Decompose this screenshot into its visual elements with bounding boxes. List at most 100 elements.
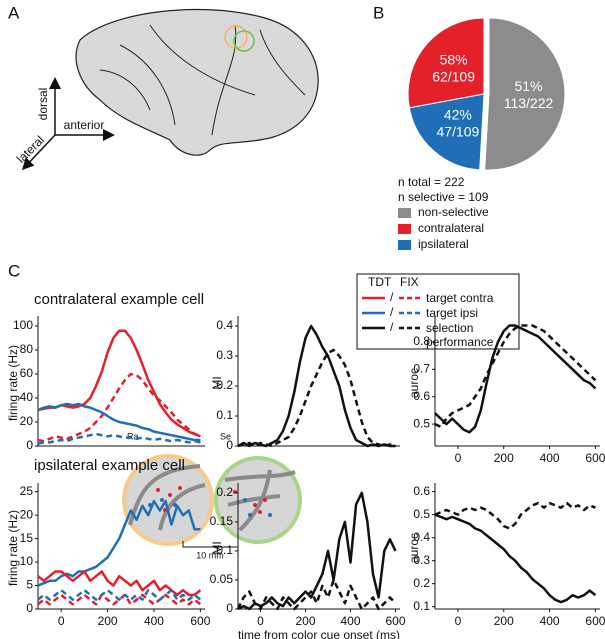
series-line [237, 324, 396, 448]
direction-label: dorsal [36, 88, 50, 121]
y-tick-label: 0.8 [413, 334, 430, 348]
x-tick-label: 200 [98, 614, 118, 628]
legend-separator: / [390, 290, 394, 304]
y-tick-label: 80 [20, 342, 34, 356]
y-tick-label: 0.7 [413, 361, 430, 375]
series-line [37, 372, 201, 443]
series-line [434, 513, 597, 604]
y-tick-label: 0 [226, 601, 233, 615]
y-tick-label: 0.4 [216, 318, 233, 332]
x-tick-label: 600 [190, 614, 210, 628]
slice-count: 62/109 [432, 68, 475, 84]
pie-slice [407, 17, 485, 109]
x-tick-label: 400 [540, 614, 560, 628]
legend-swatch [398, 224, 411, 234]
y-tick-label: 0.2 [216, 485, 233, 499]
legend-box [356, 273, 520, 350]
y-tick-label: 100 [13, 318, 33, 332]
brain [75, 8, 319, 156]
series-line [37, 329, 201, 438]
x-tick-label: 200 [295, 614, 315, 628]
x-tick-label: 400 [340, 614, 360, 628]
y-tick-label: 25 [20, 484, 34, 498]
vessel [128, 464, 296, 532]
y-tick-label: 0 [226, 438, 233, 452]
y-axis-label: MI [210, 541, 224, 554]
y-axis-label: MI [210, 376, 224, 389]
y-tick-label: 20 [20, 507, 34, 521]
brain-sulcus [99, 24, 306, 136]
slice-percent: 58% [440, 51, 468, 67]
pie-note: n selective = 109 [398, 190, 489, 204]
y-tick-label: 0.1 [216, 408, 233, 422]
series-line [37, 593, 202, 606]
recording-sites [148, 486, 272, 517]
y-tick-label: 0.4 [413, 530, 430, 544]
row-title: contralateral example cell [34, 291, 204, 308]
x-axis-label: time from color cue onset (ms) [238, 628, 400, 639]
series-line [237, 491, 397, 611]
legend-swatch [398, 208, 411, 218]
panel-label: B [373, 3, 384, 22]
y-tick-label: 60 [20, 366, 34, 380]
y-tick-label: 0.3 [216, 348, 233, 362]
slice-percent: 42% [444, 106, 472, 122]
legend-label: non-selective [418, 205, 489, 219]
x-tick-label: 600 [585, 451, 605, 465]
series-line [236, 578, 397, 611]
y-tick-label: 0.2 [216, 378, 233, 392]
legend-separator: / [390, 305, 394, 319]
series-line [434, 501, 596, 530]
x-tick-label: 0 [58, 614, 65, 628]
x-tick-label: 400 [540, 451, 560, 465]
legend-header: TDT [368, 275, 392, 289]
y-tick-label: 0.2 [413, 576, 430, 590]
x-tick-label: 0 [455, 614, 462, 628]
area-label: Ra [127, 431, 139, 441]
series-line [237, 348, 396, 448]
y-tick-label: 0.6 [413, 484, 430, 498]
y-tick-label: 0.1 [413, 599, 430, 613]
pie-note: n total = 222 [398, 175, 465, 189]
y-axis-label: auroc [407, 368, 421, 398]
legend-header: FIX [400, 275, 419, 289]
direction-label: anterior [64, 118, 105, 132]
x-tick-label: 600 [585, 614, 605, 628]
series-line [434, 324, 597, 434]
y-tick-label: 0 [26, 601, 33, 615]
series-line [37, 588, 202, 601]
row-title: ipsilateral example cell [34, 457, 185, 474]
y-tick-label: 40 [20, 390, 34, 404]
area-marker [233, 30, 255, 52]
pie-slice [484, 17, 566, 171]
y-tick-label: 10 [20, 554, 34, 568]
legend-label: contralateral [418, 221, 484, 235]
y-tick-label: 0.3 [413, 553, 430, 567]
y-tick-label: 0.05 [210, 572, 234, 586]
legend-label: ipsilateral [418, 237, 469, 251]
magnified-area [122, 454, 214, 546]
pie-slice [408, 93, 485, 171]
y-tick-label: 15 [20, 531, 34, 545]
series-line [37, 570, 202, 597]
slice-count: 113/222 [504, 95, 554, 111]
y-axis-label: auroc [407, 533, 421, 563]
y-tick-label: 0.15 [210, 514, 234, 528]
y-tick-label: 20 [20, 414, 34, 428]
legend-label: selection performance [426, 321, 494, 349]
y-tick-label: 0.6 [413, 389, 430, 403]
panel-label: A [8, 3, 20, 22]
x-tick-label: 0 [455, 451, 462, 465]
y-tick-label: 0.5 [413, 416, 430, 430]
y-tick-label: 0.5 [413, 507, 430, 521]
x-tick-label: 400 [144, 614, 164, 628]
y-tick-label: 5 [26, 578, 33, 592]
panel-label: C [8, 261, 20, 280]
x-tick-label: 200 [494, 451, 514, 465]
legend-label: target ipsi [426, 306, 479, 320]
slice-count: 47/109 [436, 123, 479, 139]
area-label: Se [220, 431, 231, 441]
legend-separator: / [390, 320, 394, 334]
